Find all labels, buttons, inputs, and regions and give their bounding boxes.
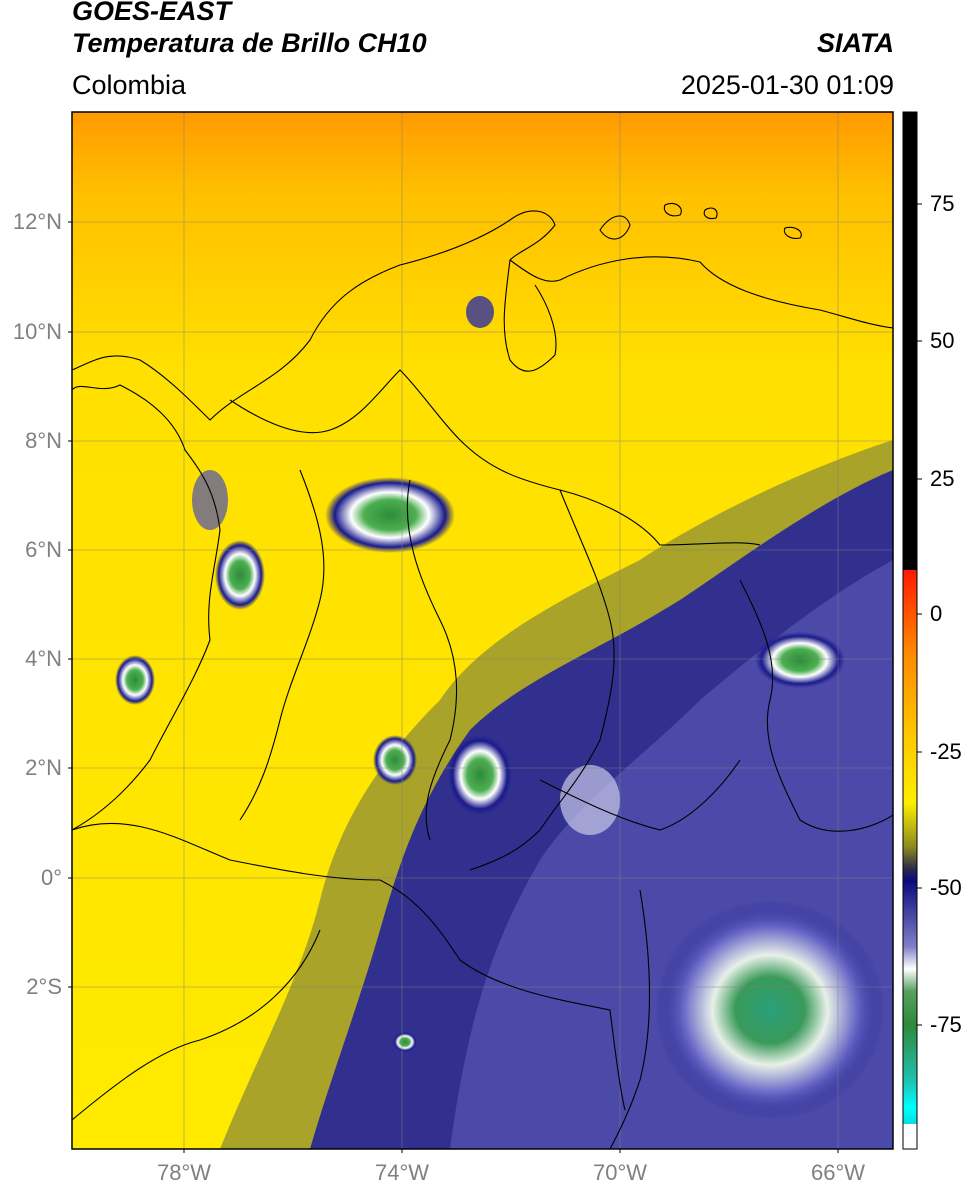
- datetime-label: 2025-01-30 01:09: [680, 70, 894, 100]
- storm-cell: [192, 470, 228, 530]
- colorbar-label: 75: [930, 191, 955, 216]
- colorbar-frame: [902, 111, 918, 1150]
- peru-coastline: [72, 929, 321, 1121]
- lat-label: 4°N: [25, 646, 62, 671]
- map-frame: [71, 111, 894, 1150]
- product-title: Temperatura de Brillo CH10: [72, 28, 427, 58]
- island: [663, 202, 682, 217]
- lat-label: 0°: [40, 865, 62, 890]
- lon-label: 66°W: [810, 1160, 866, 1185]
- storm-cell: [755, 632, 845, 688]
- colorbar: [902, 111, 922, 1150]
- peru-brazil-border: [609, 889, 650, 1149]
- storm-cell: [393, 1032, 417, 1052]
- colorbar-label: -25: [930, 739, 962, 764]
- boundaries: [72, 202, 893, 1149]
- amazonas-border: [539, 759, 741, 831]
- colorbar-white-segment: [903, 1124, 917, 1149]
- lat-label: 8°N: [25, 428, 62, 453]
- colorbar-gradient: [903, 570, 917, 1124]
- storm-cell: [448, 735, 512, 815]
- colorbar-label: 25: [930, 466, 955, 491]
- eastern-departments: [469, 489, 615, 871]
- lat-label: 10°N: [12, 319, 62, 344]
- pacific-coastline: [72, 384, 221, 831]
- imagery-layer: [72, 112, 893, 1149]
- island: [703, 207, 718, 220]
- maracaibo-lake: [503, 259, 557, 372]
- caribbean-coastline: [72, 210, 893, 421]
- storm-cell: [325, 477, 455, 553]
- storm-cell: [466, 296, 494, 328]
- southern-border: [72, 822, 626, 1111]
- storm-cell: [373, 735, 417, 785]
- colorbar-black-segment: [903, 112, 917, 570]
- lat-label: 12°N: [12, 209, 62, 234]
- andean-departments: [239, 469, 325, 821]
- lon-label: 70°W: [592, 1160, 648, 1185]
- region-label: Colombia: [72, 70, 187, 100]
- org-label: SIATA: [817, 28, 894, 58]
- lat-label: 2°N: [25, 755, 62, 780]
- gridlines: [72, 112, 893, 1149]
- colorbar-label: 0: [930, 601, 943, 626]
- storm-cell: [560, 765, 620, 835]
- venezuela-brazil-border: [739, 579, 893, 832]
- axis-ticks: [68, 221, 839, 1153]
- island: [599, 215, 631, 240]
- satellite-title: GOES-EAST: [72, 0, 232, 26]
- colorbar-label: -50: [930, 875, 962, 900]
- storm-cell: [215, 540, 265, 610]
- lat-label: 2°S: [26, 974, 62, 999]
- lon-label: 74°W: [374, 1160, 430, 1185]
- northern-departments: [229, 369, 761, 546]
- storm-cell: [655, 900, 885, 1120]
- central-departments: [406, 479, 458, 841]
- island: [783, 226, 802, 239]
- colorbar-label: -75: [930, 1012, 962, 1037]
- lat-label: 6°N: [25, 537, 62, 562]
- storm-cell: [115, 655, 155, 705]
- colorbar-label: 50: [930, 328, 955, 353]
- lon-label: 78°W: [156, 1160, 212, 1185]
